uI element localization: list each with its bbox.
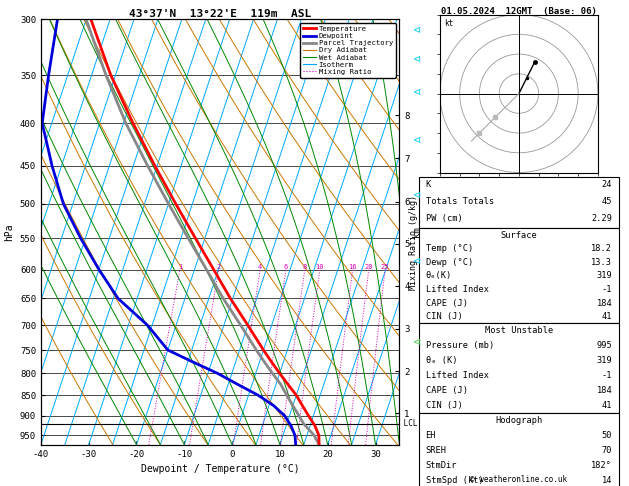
Text: 41: 41 — [602, 312, 613, 321]
Text: 2: 2 — [216, 263, 221, 270]
Title: 43°37'N  13°22'E  119m  ASL: 43°37'N 13°22'E 119m ASL — [129, 9, 311, 18]
Text: K: K — [426, 180, 431, 189]
Text: 14: 14 — [602, 476, 613, 485]
Text: θₑ (K): θₑ (K) — [426, 356, 457, 364]
Text: ⊲: ⊲ — [413, 24, 421, 34]
Text: 25: 25 — [381, 263, 389, 270]
Text: CAPE (J): CAPE (J) — [426, 385, 467, 395]
Bar — [420, 177, 618, 228]
Text: ⊲: ⊲ — [413, 134, 421, 144]
Text: Hodograph: Hodograph — [495, 416, 543, 425]
Text: StmDir: StmDir — [426, 461, 457, 470]
Text: 50: 50 — [602, 431, 613, 440]
Text: 995: 995 — [596, 341, 613, 349]
Bar — [420, 228, 618, 323]
Text: -1: -1 — [602, 370, 613, 380]
Text: 13.3: 13.3 — [591, 258, 613, 267]
Text: CAPE (J): CAPE (J) — [426, 298, 467, 308]
Text: ⊲: ⊲ — [413, 53, 421, 64]
Text: ⊲: ⊲ — [413, 336, 421, 346]
Text: ⊲: ⊲ — [413, 86, 421, 96]
Text: 182°: 182° — [591, 461, 613, 470]
Text: 319: 319 — [596, 272, 613, 280]
Text: PW (cm): PW (cm) — [426, 214, 462, 223]
Text: 16: 16 — [348, 263, 357, 270]
Text: 184: 184 — [596, 298, 613, 308]
Text: 2.29: 2.29 — [591, 214, 613, 223]
Text: 20: 20 — [364, 263, 373, 270]
Text: StmSpd (kt): StmSpd (kt) — [426, 476, 483, 485]
Text: 8: 8 — [303, 263, 307, 270]
Text: ⊲: ⊲ — [413, 255, 421, 265]
Text: 01.05.2024  12GMT  (Base: 06): 01.05.2024 12GMT (Base: 06) — [441, 7, 597, 17]
Text: Dewp (°C): Dewp (°C) — [426, 258, 473, 267]
Y-axis label: km
ASL: km ASL — [413, 224, 432, 240]
Text: © weatheronline.co.uk: © weatheronline.co.uk — [470, 474, 567, 484]
Text: Lifted Index: Lifted Index — [426, 285, 489, 294]
Text: -1: -1 — [602, 285, 613, 294]
Text: 6: 6 — [284, 263, 288, 270]
Text: Pressure (mb): Pressure (mb) — [426, 341, 494, 349]
Text: SREH: SREH — [426, 446, 447, 455]
Text: Mixing Ratio (g/kg): Mixing Ratio (g/kg) — [409, 195, 418, 291]
Bar — [420, 323, 618, 413]
Text: 45: 45 — [602, 197, 613, 206]
Text: 319: 319 — [596, 356, 613, 364]
Text: 70: 70 — [602, 446, 613, 455]
Text: 41: 41 — [602, 400, 613, 410]
Text: EH: EH — [426, 431, 436, 440]
Text: 18.2: 18.2 — [591, 244, 613, 253]
Text: LCL: LCL — [399, 419, 418, 428]
Text: Surface: Surface — [501, 231, 537, 240]
Text: Totals Totals: Totals Totals — [426, 197, 494, 206]
Text: 1: 1 — [178, 263, 182, 270]
Text: 184: 184 — [596, 385, 613, 395]
Text: 4: 4 — [258, 263, 262, 270]
X-axis label: Dewpoint / Temperature (°C): Dewpoint / Temperature (°C) — [141, 464, 299, 474]
Text: θₑ(K): θₑ(K) — [426, 272, 452, 280]
Legend: Temperature, Dewpoint, Parcel Trajectory, Dry Adiabat, Wet Adiabat, Isotherm, Mi: Temperature, Dewpoint, Parcel Trajectory… — [300, 23, 396, 78]
Text: Most Unstable: Most Unstable — [485, 326, 553, 335]
Text: ⊲: ⊲ — [413, 190, 421, 200]
Text: CIN (J): CIN (J) — [426, 400, 462, 410]
Y-axis label: hPa: hPa — [4, 223, 14, 241]
Text: Lifted Index: Lifted Index — [426, 370, 489, 380]
Text: 10: 10 — [316, 263, 324, 270]
Text: 24: 24 — [602, 180, 613, 189]
Text: CIN (J): CIN (J) — [426, 312, 462, 321]
Text: Temp (°C): Temp (°C) — [426, 244, 473, 253]
Bar — [420, 413, 618, 486]
